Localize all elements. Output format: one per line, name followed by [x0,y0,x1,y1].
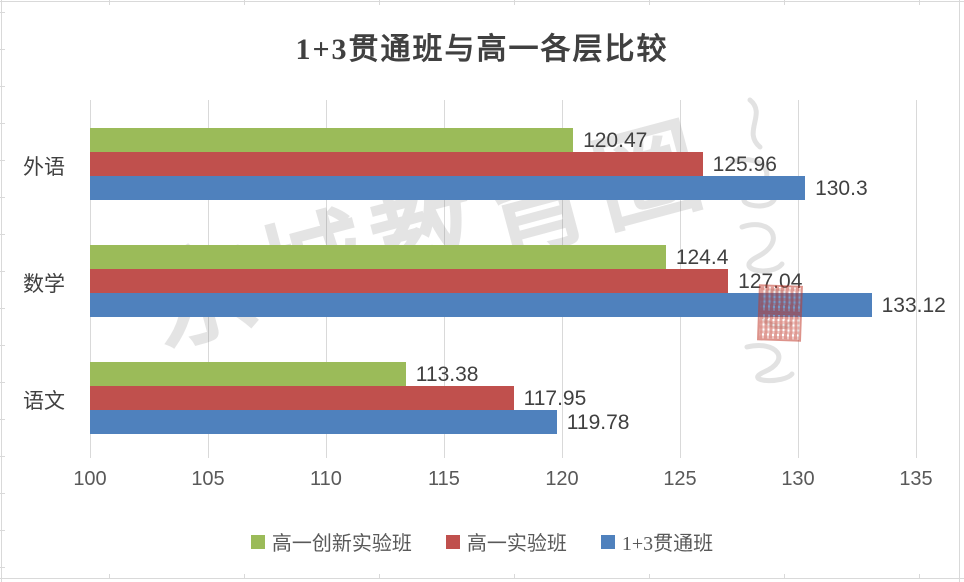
legend-swatch [445,534,460,549]
bar [90,293,872,317]
spreadsheet-gridline-ticks-bottom [0,574,964,579]
legend-item: 1+3贯通班 [600,527,714,556]
category-label: 数学 [23,272,65,296]
bar-value-label: 117.95 [523,387,587,410]
spreadsheet-gridline-ticks-left [0,0,5,582]
bar [90,245,666,269]
legend-item: 高一实验班 [445,527,567,556]
x-axis-tick-label: 120 [545,468,579,490]
x-axis-tick-label: 100 [73,468,107,490]
bar [90,410,557,434]
x-axis-tick-label: 110 [310,468,342,490]
legend-label: 1+3贯通班 [621,533,714,555]
gridline [916,100,917,458]
bar-value-label: 113.38 [415,363,479,386]
bar-value-label: 127.04 [738,270,803,293]
legend-label: 高一实验班 [466,533,567,555]
spreadsheet-gridline-bottom [0,578,964,579]
bar-value-label: 119.78 [566,411,630,434]
spreadsheet-gridline-right [959,0,960,582]
x-axis-tick-label: 135 [899,468,933,490]
chart-title: 1+3贯通班与高一各层比较 [295,33,669,66]
gridline [798,100,799,458]
category-label: 语文 [23,389,65,413]
bar-value-label: 130.3 [815,177,868,200]
bar-value-label: 120.47 [583,129,648,152]
bar [90,176,806,200]
bar-value-label: 133.12 [881,294,946,317]
bar [90,269,729,293]
legend-swatch [600,534,615,549]
x-axis-tick-label: 105 [191,468,225,490]
bar [90,362,406,386]
bar-value-label: 124.4 [675,246,729,269]
category-label: 外语 [23,155,65,179]
x-axis-tick-label: 115 [428,468,460,490]
bar-value-label: 125.96 [712,153,777,176]
bar [90,152,703,176]
legend-label: 高一创新实验班 [271,533,412,555]
legend: 高一创新实验班 高一实验班 1+3贯通班 [0,527,964,556]
legend-item: 高一创新实验班 [250,527,412,556]
x-axis-tick-label: 130 [781,468,815,490]
legend-swatch [250,534,265,549]
spreadsheet-gridline-left [1,0,2,582]
spreadsheet-gridline-ticks-top [0,0,964,5]
x-axis-tick-label: 125 [663,468,697,490]
bar [90,386,514,410]
spreadsheet-gridline-top [0,1,964,2]
bar [90,128,574,152]
